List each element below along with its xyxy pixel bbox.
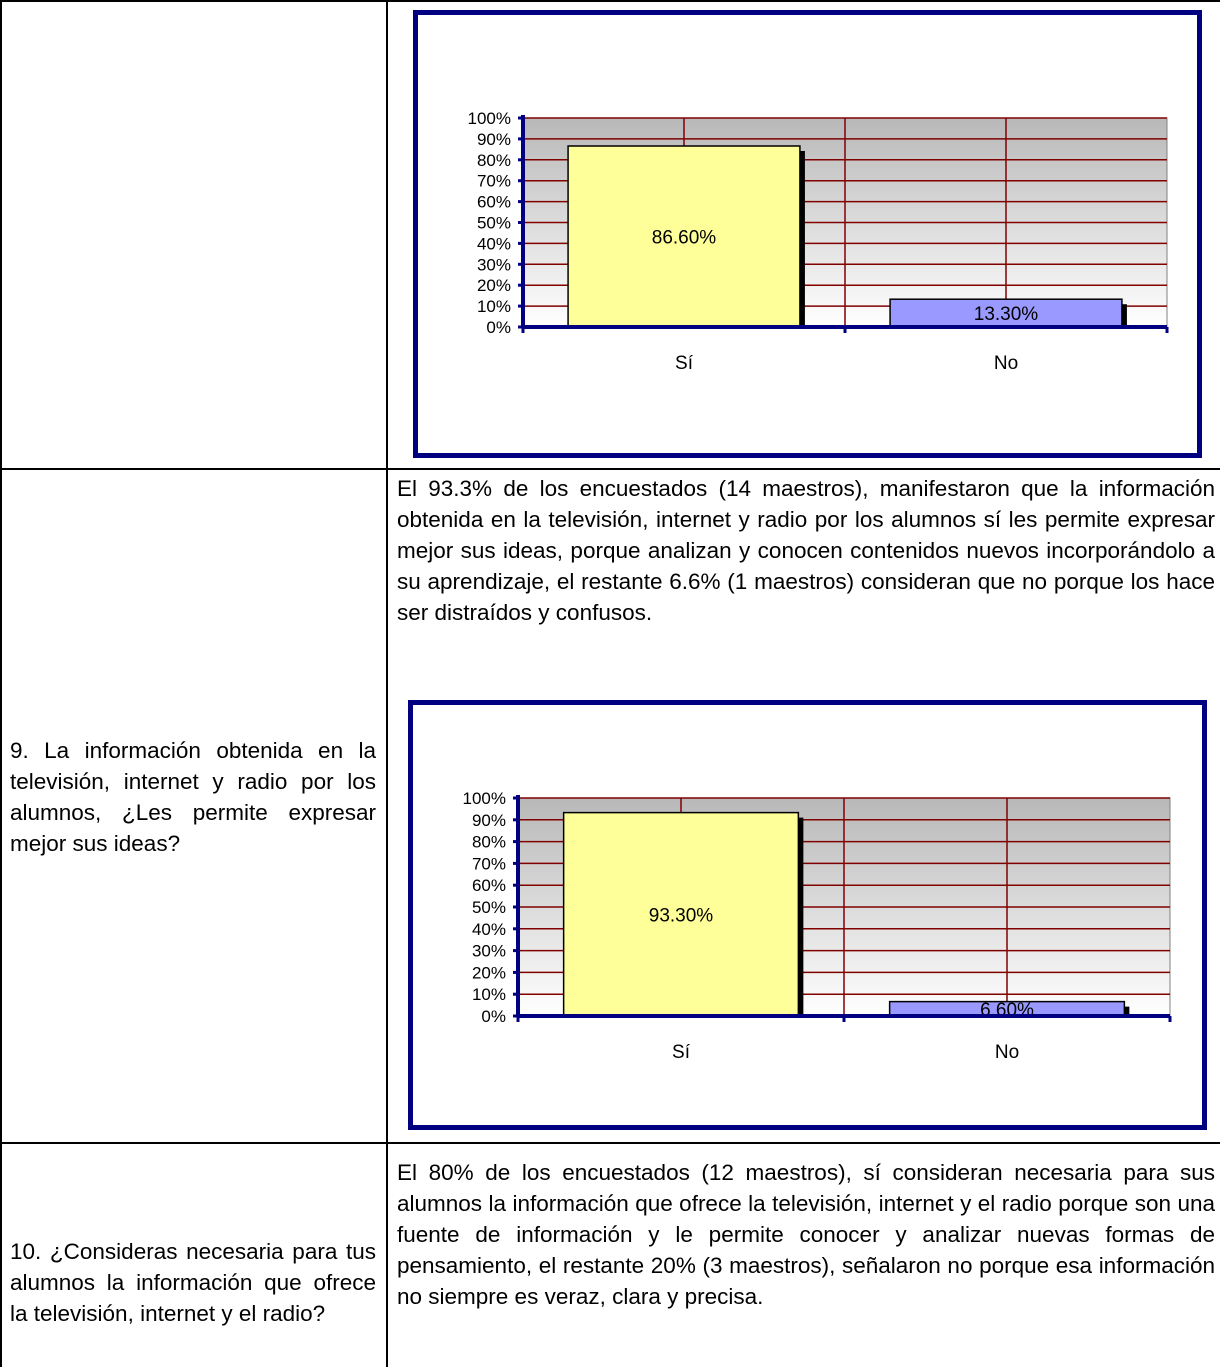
column-divider xyxy=(386,0,388,1367)
row-divider xyxy=(0,468,1220,470)
bar-chart: 0% 10% 20% 30% 40%50% 60% 70% 80% 90% 100% 86.60% S… xyxy=(468,109,1169,374)
bar xyxy=(567,145,801,328)
y-tick-label: 100% xyxy=(463,789,506,808)
y-tick-label: 40% xyxy=(472,920,506,939)
question-cell: 10. ¿Consideras necesaria para tus alumn… xyxy=(10,1239,376,1326)
y-tick-label: 20% xyxy=(477,276,511,295)
data-label: 93.30% xyxy=(649,905,714,926)
y-tick-label: 60% xyxy=(472,876,506,895)
y-tick-label: 30% xyxy=(472,942,506,961)
y-tick-label: 80% xyxy=(477,151,511,170)
bar-chart: 0% 10% 20% 30% 40% 50% 60% 70% 80% 90% 100% 93.30% S… xyxy=(463,789,1172,1063)
y-tick-label: 80% xyxy=(472,833,506,852)
y-tick-label: 60% xyxy=(477,193,511,212)
x-tick-label: Sí xyxy=(672,1042,691,1063)
y-tick-label: 50% xyxy=(477,214,511,233)
y-tick-label: 10% xyxy=(472,985,506,1004)
y-tick-label: 30% xyxy=(477,255,511,274)
y-tick-label: 70% xyxy=(472,854,506,873)
x-tick-label: Sí xyxy=(675,353,694,374)
chart-frame: 0% 10% 20% 30% 40% 50% 60% 70% 80% 90% 100% 93.30% S… xyxy=(408,700,1207,1130)
question-cell: 9. La información obtenida en la televis… xyxy=(10,738,376,856)
bar xyxy=(889,298,1123,328)
y-tick-label: 0% xyxy=(481,1007,506,1026)
column-divider xyxy=(0,0,2,1367)
answer-text: El 80% de los encuestados (12 maestros),… xyxy=(397,1160,1215,1309)
y-tick-label: 40% xyxy=(477,234,511,253)
y-tick-label: 90% xyxy=(472,811,506,830)
row-divider xyxy=(0,0,1220,2)
y-tick-label: 90% xyxy=(477,130,511,149)
data-label: 86.60% xyxy=(652,228,717,249)
row-divider xyxy=(0,1142,1220,1144)
bar xyxy=(562,811,800,1017)
y-tick-label: 10% xyxy=(477,297,511,316)
y-tick-label: 100% xyxy=(468,109,511,128)
chart-frame: 0% 10% 20% 30% 40% 50% 60% 70% 80% 90% 100% 86.60% S… xyxy=(413,10,1202,458)
y-tick-label: 20% xyxy=(472,963,506,982)
data-label: 13.30% xyxy=(974,304,1039,325)
y-tick-label: 0% xyxy=(486,318,511,337)
x-tick-label: No xyxy=(994,353,1018,374)
y-tick-label: 70% xyxy=(477,172,511,191)
y-tick-label: 50% xyxy=(472,898,506,917)
x-tick-label: No xyxy=(995,1042,1019,1063)
answer-text: El 93.3% de los encuestados (14 maestros… xyxy=(397,476,1215,625)
